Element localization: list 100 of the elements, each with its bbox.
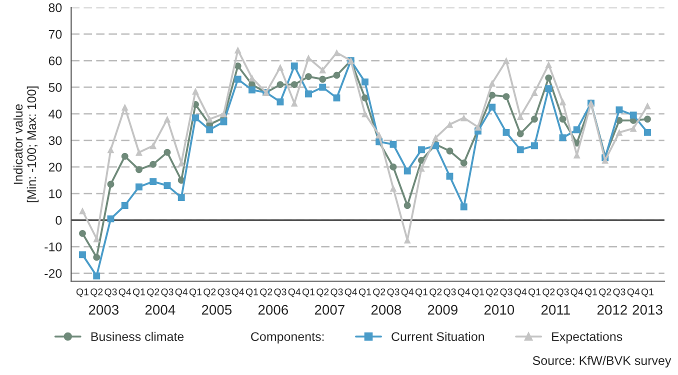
- point: [432, 134, 440, 142]
- point: [333, 94, 340, 102]
- point: [206, 116, 214, 123]
- x-tick-label: Q3: [330, 288, 343, 298]
- x-tick-label: Q2: [147, 288, 160, 298]
- y-tick-label: 0: [56, 216, 62, 225]
- point: [305, 73, 312, 80]
- point: [206, 126, 214, 134]
- point: [121, 202, 128, 209]
- point: [488, 104, 496, 111]
- point: [220, 118, 228, 126]
- y-axis-title: Indicator value [Min: -100; Max: 100]: [13, 86, 39, 202]
- x-tick-label: Q2: [486, 288, 498, 298]
- y-tick-label: 60: [48, 56, 62, 66]
- point: [531, 142, 538, 150]
- x-tick-label: Q3: [274, 288, 286, 298]
- point: [460, 203, 468, 210]
- legend-label: Expectations: [552, 332, 622, 344]
- x-tick-label: Q4: [458, 288, 470, 298]
- point: [136, 148, 142, 156]
- point: [531, 116, 538, 123]
- point: [545, 61, 552, 68]
- point: [79, 230, 86, 237]
- point: [616, 128, 623, 136]
- legend-title: Components:: [251, 332, 324, 344]
- text: 2008: [371, 304, 402, 315]
- text: 2013: [632, 304, 662, 315]
- point: [446, 148, 454, 154]
- text: 2006: [258, 304, 288, 315]
- point: [390, 140, 397, 148]
- point: [290, 100, 298, 107]
- point: [390, 163, 397, 170]
- point: [234, 76, 242, 83]
- point: [319, 76, 326, 83]
- point: [136, 183, 142, 190]
- point: [248, 86, 256, 94]
- point: [107, 215, 114, 222]
- point: [150, 178, 157, 186]
- point: [164, 182, 171, 190]
- x-tick-label: Q1: [132, 288, 145, 298]
- point: [460, 114, 468, 122]
- point: [234, 46, 242, 54]
- point: [516, 130, 524, 138]
- y-tick-label: 80: [48, 3, 62, 12]
- point: [93, 272, 100, 280]
- x-tick-label: Q1: [528, 288, 540, 298]
- legend-label: Business climate: [91, 332, 184, 342]
- point: [305, 90, 312, 98]
- point: [418, 164, 425, 172]
- point: [362, 110, 368, 118]
- x-tick-label: Q2: [542, 288, 555, 298]
- point: [644, 128, 651, 136]
- point: [79, 207, 86, 214]
- point: [220, 110, 228, 118]
- point: [488, 92, 496, 99]
- text: 2004: [145, 304, 176, 315]
- point: [136, 166, 142, 174]
- point: [630, 124, 637, 132]
- x-tick-label: Q2: [430, 288, 442, 298]
- point: [234, 62, 242, 70]
- point: [290, 62, 298, 70]
- point: [644, 102, 651, 110]
- x-tick-label: Q2: [204, 288, 216, 298]
- point: [362, 78, 368, 86]
- x-tick-label: Q1: [76, 288, 88, 298]
- point: [164, 148, 171, 156]
- point: [516, 112, 524, 120]
- x-tick-label: Q4: [514, 288, 527, 298]
- point: [545, 74, 552, 82]
- x-tick-label: Q2: [373, 288, 386, 298]
- point: [460, 160, 468, 166]
- x-tick-label: Q3: [218, 288, 230, 298]
- point: [107, 146, 114, 154]
- point: [602, 156, 609, 164]
- point: [333, 49, 340, 56]
- point: [418, 146, 425, 154]
- y-tick-label: 30: [48, 136, 62, 146]
- point: [474, 124, 482, 131]
- point: [248, 74, 256, 82]
- point: [276, 64, 284, 71]
- y-tick-label: 10: [49, 189, 62, 198]
- x-tick-label: Q4: [344, 288, 358, 298]
- x-tick-label: Q2: [316, 288, 329, 298]
- point: [531, 89, 538, 96]
- point: [573, 126, 580, 134]
- legend-label: Current Situation: [392, 332, 484, 342]
- point: [121, 152, 128, 160]
- point: [150, 142, 157, 150]
- x-tick-label: Q1: [302, 288, 314, 298]
- point: [121, 104, 128, 111]
- y-tick-label: 40: [48, 110, 62, 118]
- point: [276, 81, 284, 88]
- point: [362, 94, 368, 102]
- x-tick-label: Q4: [175, 288, 188, 298]
- x-tick-label: Q4: [401, 288, 414, 298]
- x-tick-label: Q3: [104, 288, 117, 298]
- point: [319, 66, 326, 74]
- x-tick-label: Q3: [613, 288, 626, 298]
- x-tick-label: Q3: [161, 288, 174, 298]
- x-tick-label: Q4: [232, 288, 244, 298]
